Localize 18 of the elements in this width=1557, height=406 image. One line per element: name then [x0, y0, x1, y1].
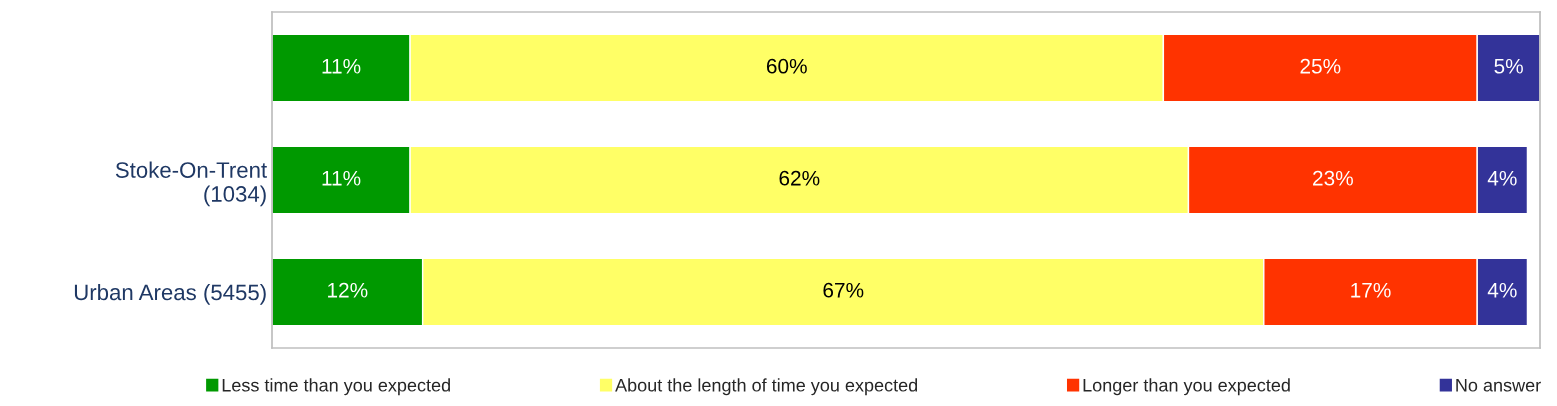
data-label: 67% — [823, 282, 864, 298]
data-label: 11% — [322, 170, 361, 186]
y-tick-label: Stoke-On-Trent (1034) — [115, 161, 267, 207]
data-label: 5% — [1494, 58, 1523, 74]
data-label: 25% — [1300, 58, 1341, 74]
legend-label: About the length of time you expected — [615, 378, 918, 396]
data-label: 12% — [328, 282, 368, 298]
data-label: 62% — [779, 170, 820, 186]
y-tick-label: Urban Areas (5455) — [74, 283, 266, 305]
data-label: 60% — [766, 58, 807, 74]
data-label: 23% — [1313, 170, 1353, 186]
legend-label: No answer — [1456, 379, 1541, 392]
data-label: 4% — [1487, 282, 1517, 298]
data-label: 4% — [1487, 170, 1517, 186]
data-label: 17% — [1351, 282, 1391, 298]
data-label: 11% — [322, 58, 361, 74]
legend-label: Less time than you expected — [222, 378, 450, 396]
legend-label: Longer than you expected — [1083, 378, 1290, 396]
